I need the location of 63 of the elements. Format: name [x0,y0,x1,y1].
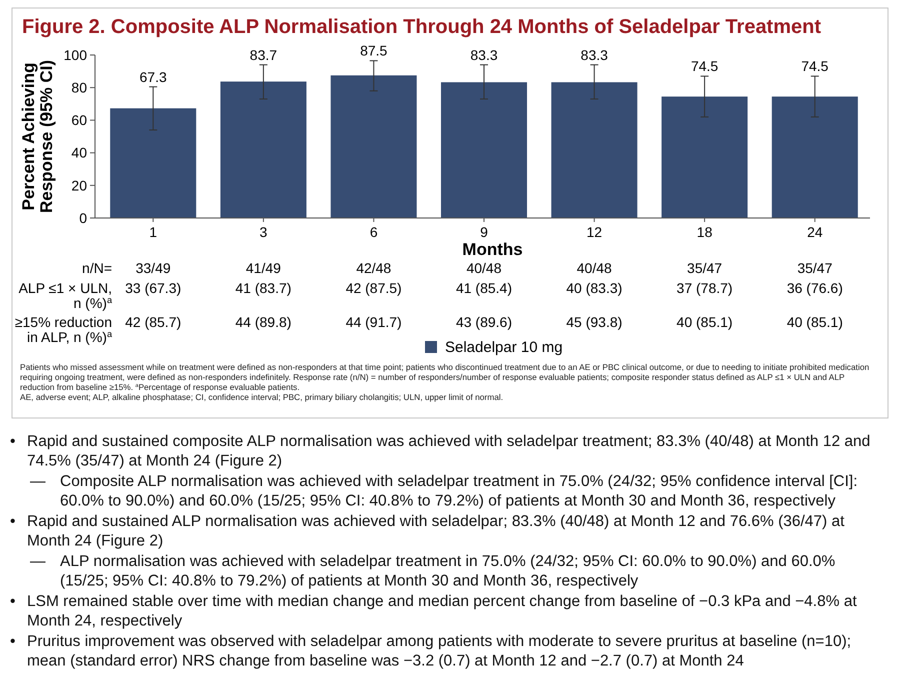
text: 40 (83.3) [566,280,622,296]
text: • Rapid and sustained composite ALP normalisation was achieved with seladelpar treatment; 83.3% (40/48) at Month 12 and 74.5% (35/47) at Month 24 (Figure 2) [10,433,870,470]
legend-label: Seladelpar 10 mg [445,339,563,356]
x-tick-label: 12 [586,224,602,240]
text: 33/49 [136,260,171,276]
text: 44 (91.7) [346,314,402,330]
text: 41/49 [246,260,282,276]
x-tick-label: 3 [260,224,268,240]
chart-title: Figure 2. Composite ALP Normalisation Through 24 Months of Seladelpar Treatment [22,16,822,38]
text: 41 (85.4) [456,280,512,296]
y-tick-label: 100 [64,46,88,63]
y-tick-label: 60 [71,112,88,128]
bar [440,82,528,218]
text: 36 (76.6) [786,280,843,296]
data-label: 83.3 [470,46,498,63]
bar [551,82,638,218]
bar [662,96,748,218]
x-tick-label: 6 [370,224,378,240]
text: 44 (89.8) [235,314,292,330]
text: ALP ≤1 × ULN, n (%)$^{a}$ [18,280,113,311]
text: 35/47 [797,260,833,276]
text: — ALP normalisation was achieved with seladelpar treatment in 75.0% (24/32; 95% CI: 60.0% to 90.0%) and 60.0% (15/25; 95% CI: 40.8% to 79.2%) of patients at Month 30 and Month 36, respectively [30,553,836,590]
data-label: 74.5 [801,58,829,74]
y-tick-label: 80 [71,80,88,96]
data-label: 67.3 [140,68,167,85]
text: 40/48 [466,260,502,276]
text: Patients who missed assessment while on treatment were defined as non-responders at that time point; patients who discontinued treatment due to an AE or PBC clinical outcome, or due to needing to initiate prohibited medication requiring ongoing treatment, were defined as non-responders indefinitely. Response rate (n/N) = number of responders/number of response evaluable patients; composite responder status defined as ALP ≤1 × ULN and ALP reduction from baseline ≥15%. $^{a}$Percentage of response evaluable patients. [20,362,870,392]
y-tick-label: 0 [79,210,88,226]
x-tick-label: 9 [480,224,488,240]
text: n/N= [82,260,112,276]
data-label: 87.5 [360,42,388,59]
text: 33 (67.3) [125,280,182,296]
text: 40/48 [576,260,612,276]
text: 43 (89.6) [456,314,512,330]
text: 45 (93.8) [566,314,622,330]
text: • Pruritus improvement was observed with seladelpar among patients with moderate to severe pruritus at baseline (n=10); mean (standard error) NRS change from baseline was −3.2 (0.7) at Month 12 and −2.7 (0.7) at Month 24 [10,633,852,670]
x-tick-label: 1 [149,224,158,240]
bar [772,96,858,218]
bar [220,82,306,218]
y-tick-label: 20 [71,177,88,194]
x-tick-label: 24 [807,224,823,240]
text: 41 (83.7) [235,280,292,296]
text: • Rapid and sustained ALP normalisation was achieved with seladelpar; 83.3% (40/48) at Month 12 and 76.6% (36/47) at Month 24 (Figure 2) [10,513,846,550]
text: 37 (78.7) [676,280,733,296]
data-label: 83.7 [250,46,278,63]
text: 42 (85.7) [125,314,182,330]
text: 35/47 [687,260,722,276]
y-tick-label: 40 [71,144,88,161]
data-label: 83.3 [580,46,608,63]
bar [330,75,417,218]
x-axis-title: Months [462,240,523,259]
bar [110,108,196,218]
y-axis-title: Percent Achieving Response (95% CI) [19,60,56,214]
text: — Composite ALP normalisation was achieved with seladelpar treatment in 75.0% (24/32; 95% confidence interval [CI]: 60.0% to 90.0%) and 60.0% (15/25; 95% CI: 40.8% to 79.2%) of patients at Month 30 and Month 36, respectively [30,473,858,510]
text: 42/48 [356,260,392,276]
text: 40 (85.1) [786,314,843,330]
text: 42 (87.5) [346,280,402,296]
text: • LSM remained stable over time with median change and median percent change from baseline of −0.3 kPa and −4.8% at Month 24, respectively [10,593,858,630]
text: ≥15% reduction in ALP, n (%)$^{a}$ [14,314,113,345]
data-label: 74.5 [690,58,718,74]
x-tick-label: 18 [696,224,713,240]
text: 40 (85.1) [676,314,733,330]
text: AE, adverse event; ALP, alkaline phosphatase; CI, confidence interval; PBC, primary biliary cholangitis; ULN, upper limit of normal. [20,392,504,402]
